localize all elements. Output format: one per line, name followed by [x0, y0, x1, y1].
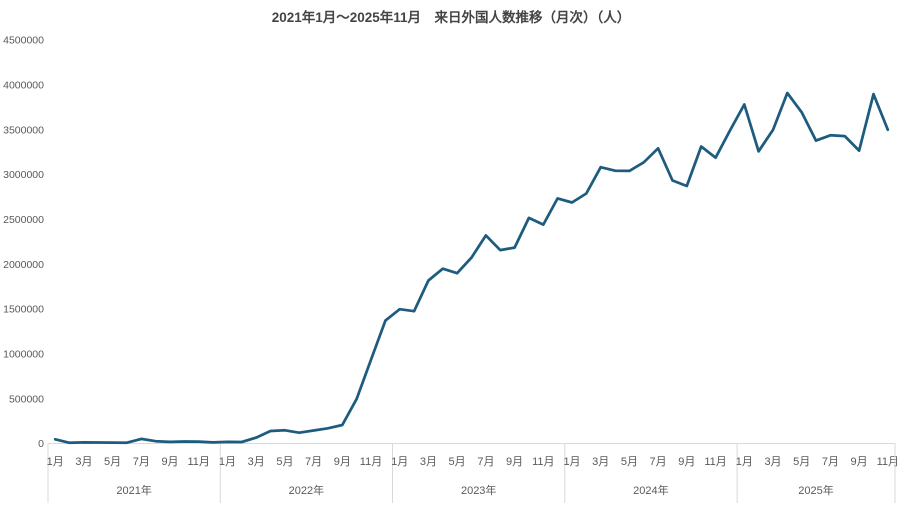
x-axis-month-label: 7月	[650, 456, 667, 468]
y-axis-tick-label: 3500000	[3, 124, 44, 136]
x-axis-month-label: 9月	[678, 456, 695, 468]
y-axis-tick-label: 1000000	[3, 349, 44, 361]
x-axis-month-label: 1月	[563, 456, 580, 468]
x-axis-month-label: 9月	[506, 456, 523, 468]
x-axis-month-label: 11月	[877, 456, 899, 468]
x-axis-month-label: 9月	[334, 456, 351, 468]
x-axis-month-label: 11月	[360, 456, 382, 468]
x-axis-month-label: 9月	[851, 456, 868, 468]
x-axis-month-label: 5月	[449, 456, 466, 468]
x-axis-month-label: 11月	[532, 456, 554, 468]
x-axis-month-label: 1月	[219, 456, 236, 468]
x-axis: 1月 3月 5月 7月 9月 11月 2021年 1月 3月 5月 7月 9月 11月 2022年 1月 3月…	[47, 443, 899, 503]
x-axis-month-label: 7月	[477, 456, 494, 468]
y-axis-tick-label: 3000000	[3, 169, 44, 181]
visitors-line-series	[53, 91, 890, 445]
y-axis-tick-label: 2500000	[3, 214, 44, 226]
y-axis-tick-label: 2000000	[3, 259, 44, 271]
x-axis-month-label: 11月	[704, 456, 726, 468]
x-axis-month-label: 3月	[420, 456, 437, 468]
chart-title: 2021年1月～2025年11月 来日外国人数推移（月次）（人）	[272, 9, 631, 25]
x-axis-month-label: 7月	[133, 456, 150, 468]
x-axis-month-label: 5月	[276, 456, 293, 468]
x-axis-month-label: 1月	[391, 456, 408, 468]
x-axis-month-label: 5月	[621, 456, 638, 468]
y-axis-tick-label: 1500000	[3, 304, 44, 316]
x-axis-month-label: 3月	[75, 456, 92, 468]
x-axis-year-label: 2022年	[289, 483, 324, 497]
x-axis-month-label: 3月	[764, 456, 781, 468]
x-axis-month-label: 11月	[187, 456, 209, 468]
x-axis-month-label: 5月	[793, 456, 810, 468]
x-axis-month-label: 7月	[305, 456, 322, 468]
x-axis-month-label: 9月	[161, 456, 178, 468]
x-axis-year-label: 2023年	[461, 483, 496, 497]
x-axis-month-label: 1月	[736, 456, 753, 468]
x-axis-year-label: 2021年	[116, 483, 151, 497]
x-axis-year-label: 2025年	[798, 483, 833, 497]
x-axis-month-label: 3月	[248, 456, 265, 468]
x-axis-month-label: 5月	[104, 456, 121, 468]
series-group	[53, 91, 890, 445]
y-axis: 0 500000 1000000 1500000 2000000 2500000 30000…	[3, 35, 44, 450]
y-axis-tick-label: 4500000	[3, 35, 44, 47]
x-axis-month-label: 1月	[47, 456, 64, 468]
y-axis-tick-label: 500000	[9, 393, 44, 405]
y-axis-tick-label: 0	[38, 438, 44, 450]
x-axis-year-label: 2024年	[633, 483, 668, 497]
y-axis-tick-label: 4000000	[3, 80, 44, 92]
x-axis-month-label: 7月	[822, 456, 839, 468]
x-axis-month-label: 3月	[592, 456, 609, 468]
